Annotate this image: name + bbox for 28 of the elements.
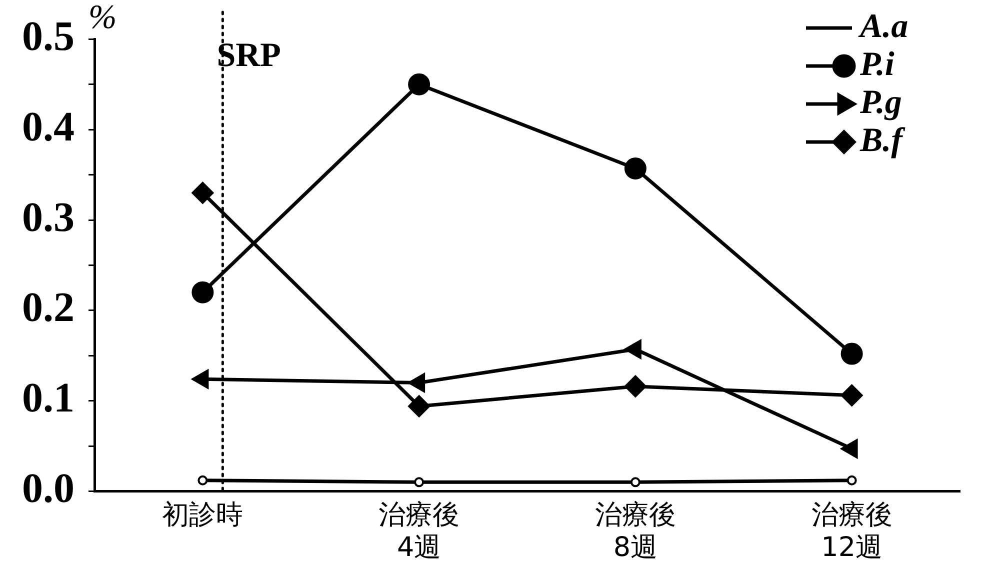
- x-tick-label: 治療後 4週: [378, 499, 460, 563]
- point: [630, 477, 640, 488]
- point: [624, 375, 646, 398]
- y-tick-label: 0.4: [22, 104, 74, 150]
- point: [624, 157, 646, 180]
- legend-label: P.g: [859, 84, 902, 121]
- point: [846, 475, 857, 486]
- point: [192, 281, 214, 304]
- y-tick-label: 0.5: [22, 14, 74, 60]
- legend-label: A.a: [858, 8, 908, 45]
- point: [192, 182, 214, 204]
- point: [408, 73, 430, 96]
- ref-line-label: SRP: [216, 36, 281, 74]
- legend-label: P.i: [859, 46, 895, 83]
- y-tick-label: 0.3: [22, 194, 74, 241]
- point: [408, 395, 430, 418]
- point: [840, 342, 863, 365]
- x-tick-label: 初診時: [162, 499, 244, 530]
- y-tick-label: 0.1: [22, 376, 74, 422]
- x-tick-label: 治療後 12週: [811, 499, 892, 563]
- legend-label: B.f: [859, 122, 906, 159]
- y-tick-label: 0.0: [22, 466, 74, 512]
- point: [414, 477, 424, 488]
- y-axis-title: %: [88, 0, 117, 36]
- x-tick-label: 治療後 8週: [594, 499, 676, 563]
- point: [198, 475, 208, 486]
- point: [840, 384, 863, 406]
- y-tick-label: 0.2: [22, 285, 74, 332]
